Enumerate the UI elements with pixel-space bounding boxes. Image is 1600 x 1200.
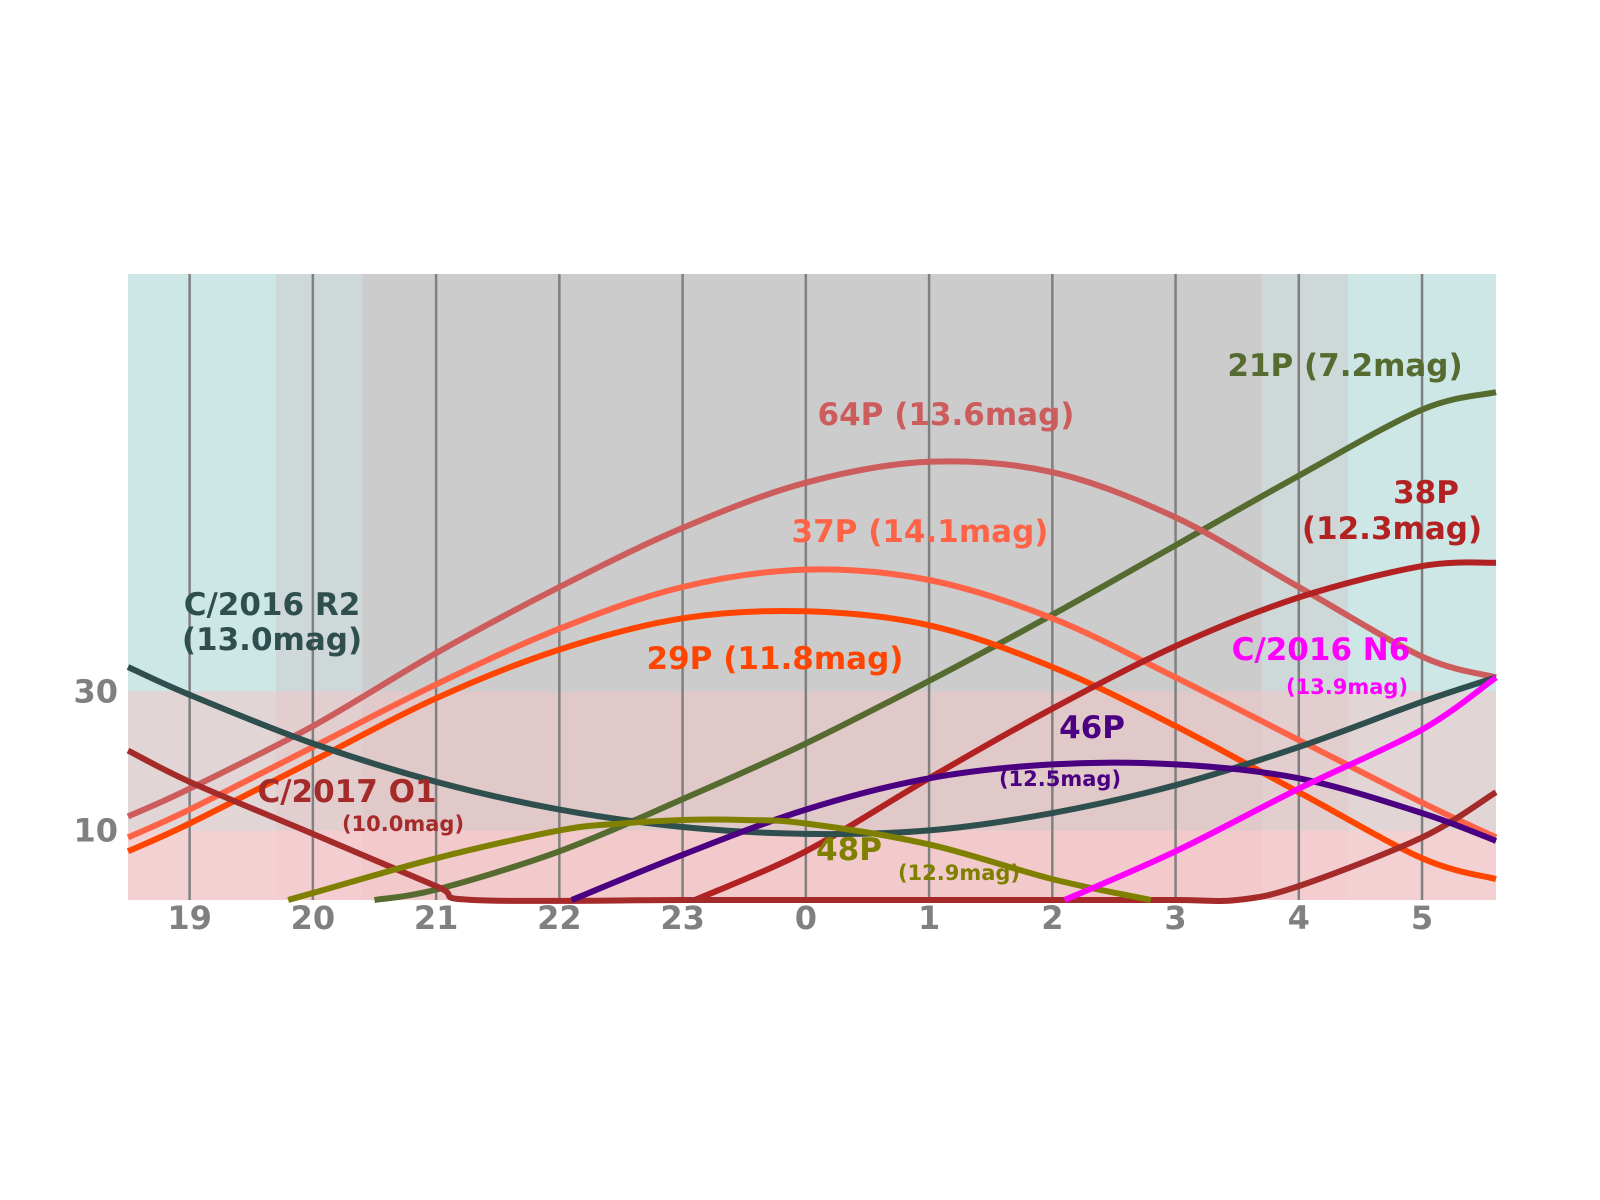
comet-series (126, 389, 1498, 905)
x-tick-label: 20 (291, 899, 336, 937)
label-name-c-2016-r2: C/2016 R2 (184, 587, 361, 623)
label-name-46p: 46P (1059, 710, 1125, 746)
label-mag-38p: (12.3mag) (1302, 511, 1482, 547)
series-line-37p (126, 566, 1498, 841)
background-bands (128, 274, 1496, 900)
y-tick-label: 10 (73, 811, 118, 849)
label-21p: 21P (7.2mag) (1227, 348, 1462, 384)
label-mag-c-2017-o1: (10.0mag) (342, 812, 464, 836)
label-mag-c-2016-r2: (13.0mag) (182, 622, 362, 658)
label-mag-48p: (12.9mag) (898, 861, 1020, 885)
series-line-21p (374, 389, 1497, 903)
series-line-c-2016-r2 (126, 664, 1497, 838)
x-tick-label: 2 (1041, 899, 1063, 937)
x-tick-label: 0 (795, 899, 817, 937)
label-37p: 37P (14.1mag) (792, 514, 1049, 550)
band-below-10 (128, 830, 1496, 900)
series-line-48p (287, 816, 1152, 903)
x-tick-label: 5 (1411, 899, 1433, 937)
x-tick-label: 23 (660, 899, 705, 937)
series-line-c-2016-n6 (1063, 674, 1498, 903)
label-64p: 64P (13.6mag) (818, 397, 1075, 433)
series-line-38p (693, 559, 1497, 903)
label-name-c-2017-o1: C/2017 O1 (257, 774, 436, 810)
label-mag-c-2016-n6: (13.9mag) (1286, 675, 1408, 699)
x-tick-label: 21 (414, 899, 459, 937)
label-name-38p: 38P (1393, 475, 1459, 511)
label-29p: 29P (11.8mag) (647, 641, 904, 677)
x-tick-label: 3 (1164, 899, 1186, 937)
series-line-64p (126, 458, 1497, 820)
x-tick-label: 22 (537, 899, 582, 937)
series-line-46p (570, 759, 1498, 903)
label-name-c-2016-n6: C/2016 N6 (1232, 632, 1411, 668)
comet-labels: 21P (7.2mag) 64P (13.6mag) 37P (14.1mag) 29… (182, 348, 1482, 885)
y-tick-label: 30 (73, 672, 118, 710)
label-name-48p: 48P (816, 832, 882, 868)
x-tick-label: 19 (167, 899, 212, 937)
label-mag-46p: (12.5mag) (999, 767, 1121, 791)
series-line-29p (126, 607, 1497, 883)
x-axis-tick-labels: 19 20 21 22 23 0 1 2 3 4 5 (167, 899, 1433, 937)
series-line-c-2017-o1 (126, 747, 1498, 905)
y-axis-tick-labels: 10 30 (73, 672, 118, 849)
x-tick-label: 4 (1288, 899, 1310, 937)
x-tick-label: 1 (918, 899, 940, 937)
